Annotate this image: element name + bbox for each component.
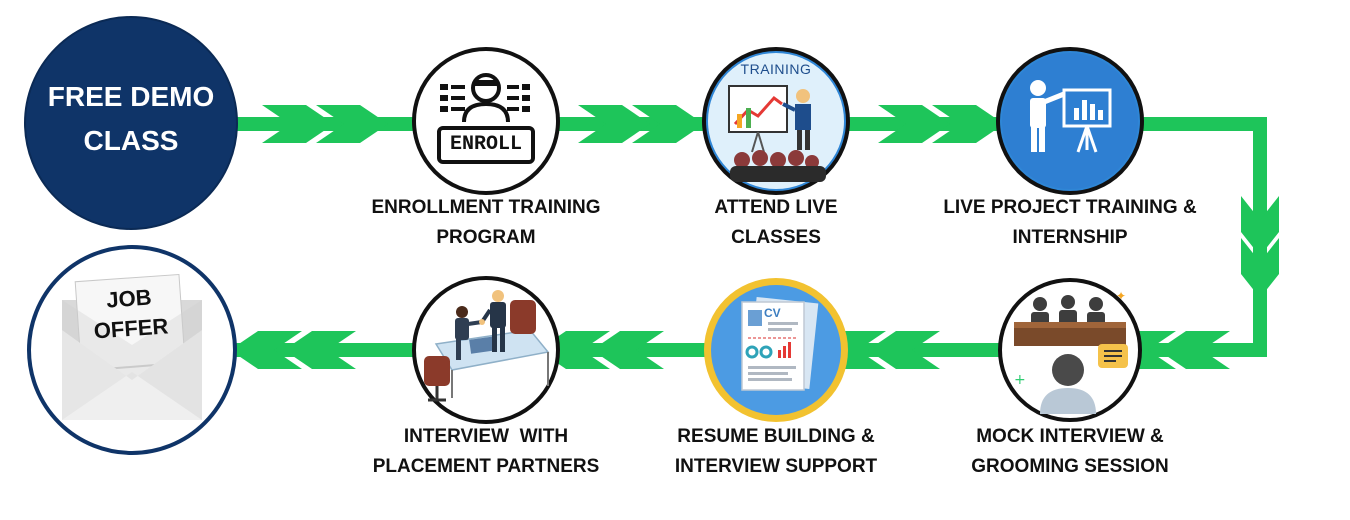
svg-text:✦: ✦: [1116, 289, 1126, 303]
training-board-text: TRAINING: [740, 61, 812, 77]
step-label-live-project: LIVE PROJECT TRAINING & INTERNSHIP: [915, 193, 1225, 253]
mock-interview-icon: + ✦: [1014, 289, 1128, 414]
step-label-line1: INTERVIEW WITH: [403, 426, 569, 447]
flow-chevron: [230, 331, 302, 369]
step-label-line1: LIVE PROJECT TRAINING &: [943, 197, 1197, 218]
flow-chevron: [592, 331, 664, 369]
flow-chevron: [316, 105, 388, 143]
flow-chevron: [1158, 331, 1230, 369]
flow-chevron: [262, 105, 334, 143]
step-label-enrollment: ENROLLMENT TRAINING PROGRAM: [336, 193, 636, 253]
step-label-line2: GROOMING SESSION: [971, 456, 1169, 477]
step-mock-interview: + ✦: [998, 278, 1142, 422]
start-node: [24, 16, 238, 230]
flow-chevron: [1241, 238, 1279, 298]
step-label-line1: ENROLLMENT TRAINING: [371, 197, 601, 218]
start-node-label: FREE DEMO CLASS: [30, 75, 232, 163]
handshake-icon: [424, 290, 550, 402]
step-attend-live-classes: [702, 47, 850, 195]
step-resume-building: [704, 278, 848, 422]
start-label-line1: FREE DEMO: [47, 81, 215, 112]
step-label-line1: MOCK INTERVIEW &: [976, 426, 1164, 447]
step-label-line2: INTERNSHIP: [1012, 227, 1128, 248]
start-label-line2: CLASS: [83, 125, 179, 156]
step-interview-placement: [412, 276, 560, 424]
step-label-line2: CLASSES: [731, 227, 821, 248]
step-live-project: [996, 47, 1144, 195]
step-label-attend-live: ATTEND LIVE CLASSES: [676, 193, 876, 253]
training-icon: [708, 53, 844, 189]
enroll-board-text: ENROLL: [449, 133, 522, 156]
job-offer-letter-text: JOB OFFER: [76, 280, 184, 347]
flow-chevron: [578, 105, 650, 143]
step-label-line2: PROGRAM: [436, 227, 536, 248]
envelope-icon: [62, 273, 202, 420]
resume-icon: [741, 296, 819, 391]
step-label-resume-building: RESUME BUILDING & INTERVIEW SUPPORT: [651, 422, 901, 482]
cv-doc-text: CV: [764, 306, 781, 320]
step-label-line2: INTERVIEW SUPPORT: [674, 456, 878, 477]
step-label-line1: ATTEND LIVE: [714, 197, 838, 218]
flow-chevron: [868, 331, 940, 369]
svg-text:+: +: [1014, 372, 1026, 388]
step-enrollment: [412, 47, 560, 195]
flow-chevron: [878, 105, 950, 143]
step-label-mock-interview: MOCK INTERVIEW & GROOMING SESSION: [945, 422, 1195, 482]
flow-chevron: [284, 331, 356, 369]
flow-chevron: [932, 105, 1004, 143]
step-label-line1: RESUME BUILDING &: [677, 426, 875, 447]
end-node: [27, 245, 237, 455]
flow-chevron: [632, 105, 704, 143]
step-label-line2: PLACEMENT PARTNERS: [372, 456, 600, 477]
step-label-interview-placement: INTERVIEW WITH PLACEMENT PARTNERS: [351, 422, 621, 482]
enroll-icon: [437, 73, 535, 164]
flow-chevron: [1241, 196, 1279, 256]
presentation-icon: [1002, 53, 1138, 189]
